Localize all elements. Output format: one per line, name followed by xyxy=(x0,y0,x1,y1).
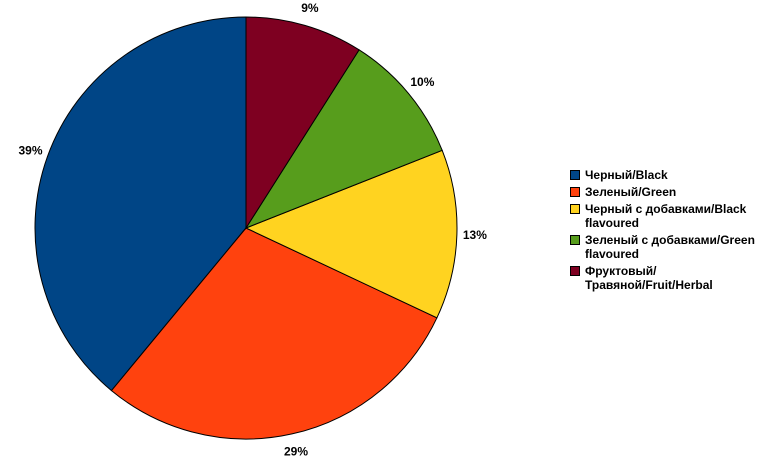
pie-label-black: 39% xyxy=(18,143,42,157)
pie-label-green: 29% xyxy=(284,445,308,459)
pie-slice-green-flavoured xyxy=(244,49,443,230)
pie-label-green-flavoured: 10% xyxy=(410,75,434,89)
legend-label-black-flavoured: Черный с добавками/Black flavoured xyxy=(585,202,747,230)
pie-slice-black xyxy=(34,16,247,392)
legend-label-fruit-herbal: Фруктовый/Травяной/Fruit/Herbal xyxy=(585,264,713,292)
pie-percent-labels: 39% 29% 13% 10% 9% xyxy=(18,1,487,458)
legend-swatch-black-flavoured xyxy=(570,204,580,214)
legend-item-green: Зеленый/Green xyxy=(570,185,780,199)
legend-swatch-green xyxy=(570,187,580,197)
legend-item-black-flavoured: Черный с добавками/Black flavoured xyxy=(570,202,780,230)
legend-swatch-green-flavoured xyxy=(570,235,580,245)
pie-slice-fruit-herbal xyxy=(245,16,360,230)
pie-slice-black-flavoured xyxy=(244,149,458,319)
legend-item-black: Черный/Black xyxy=(570,168,780,182)
pie-label-black-flavoured: 13% xyxy=(463,228,487,242)
legend: Черный/Black Зеленый/Green Черный с доба… xyxy=(570,168,780,295)
legend-label-green: Зеленый/Green xyxy=(585,185,677,199)
pie-slice-green xyxy=(110,227,438,440)
legend-item-green-flavoured: Зеленый с добавками/Green flavoured xyxy=(570,233,780,261)
legend-label-black: Черный/Black xyxy=(585,168,668,182)
legend-label-green-flavoured: Зеленый с добавками/Green flavoured xyxy=(585,233,755,261)
legend-item-fruit-herbal: Фруктовый/Травяной/Fruit/Herbal xyxy=(570,264,780,292)
legend-swatch-fruit-herbal xyxy=(570,266,580,276)
pie-slices xyxy=(34,16,458,440)
pie-label-fruit-herbal: 9% xyxy=(301,1,319,15)
legend-swatch-black xyxy=(570,170,580,180)
